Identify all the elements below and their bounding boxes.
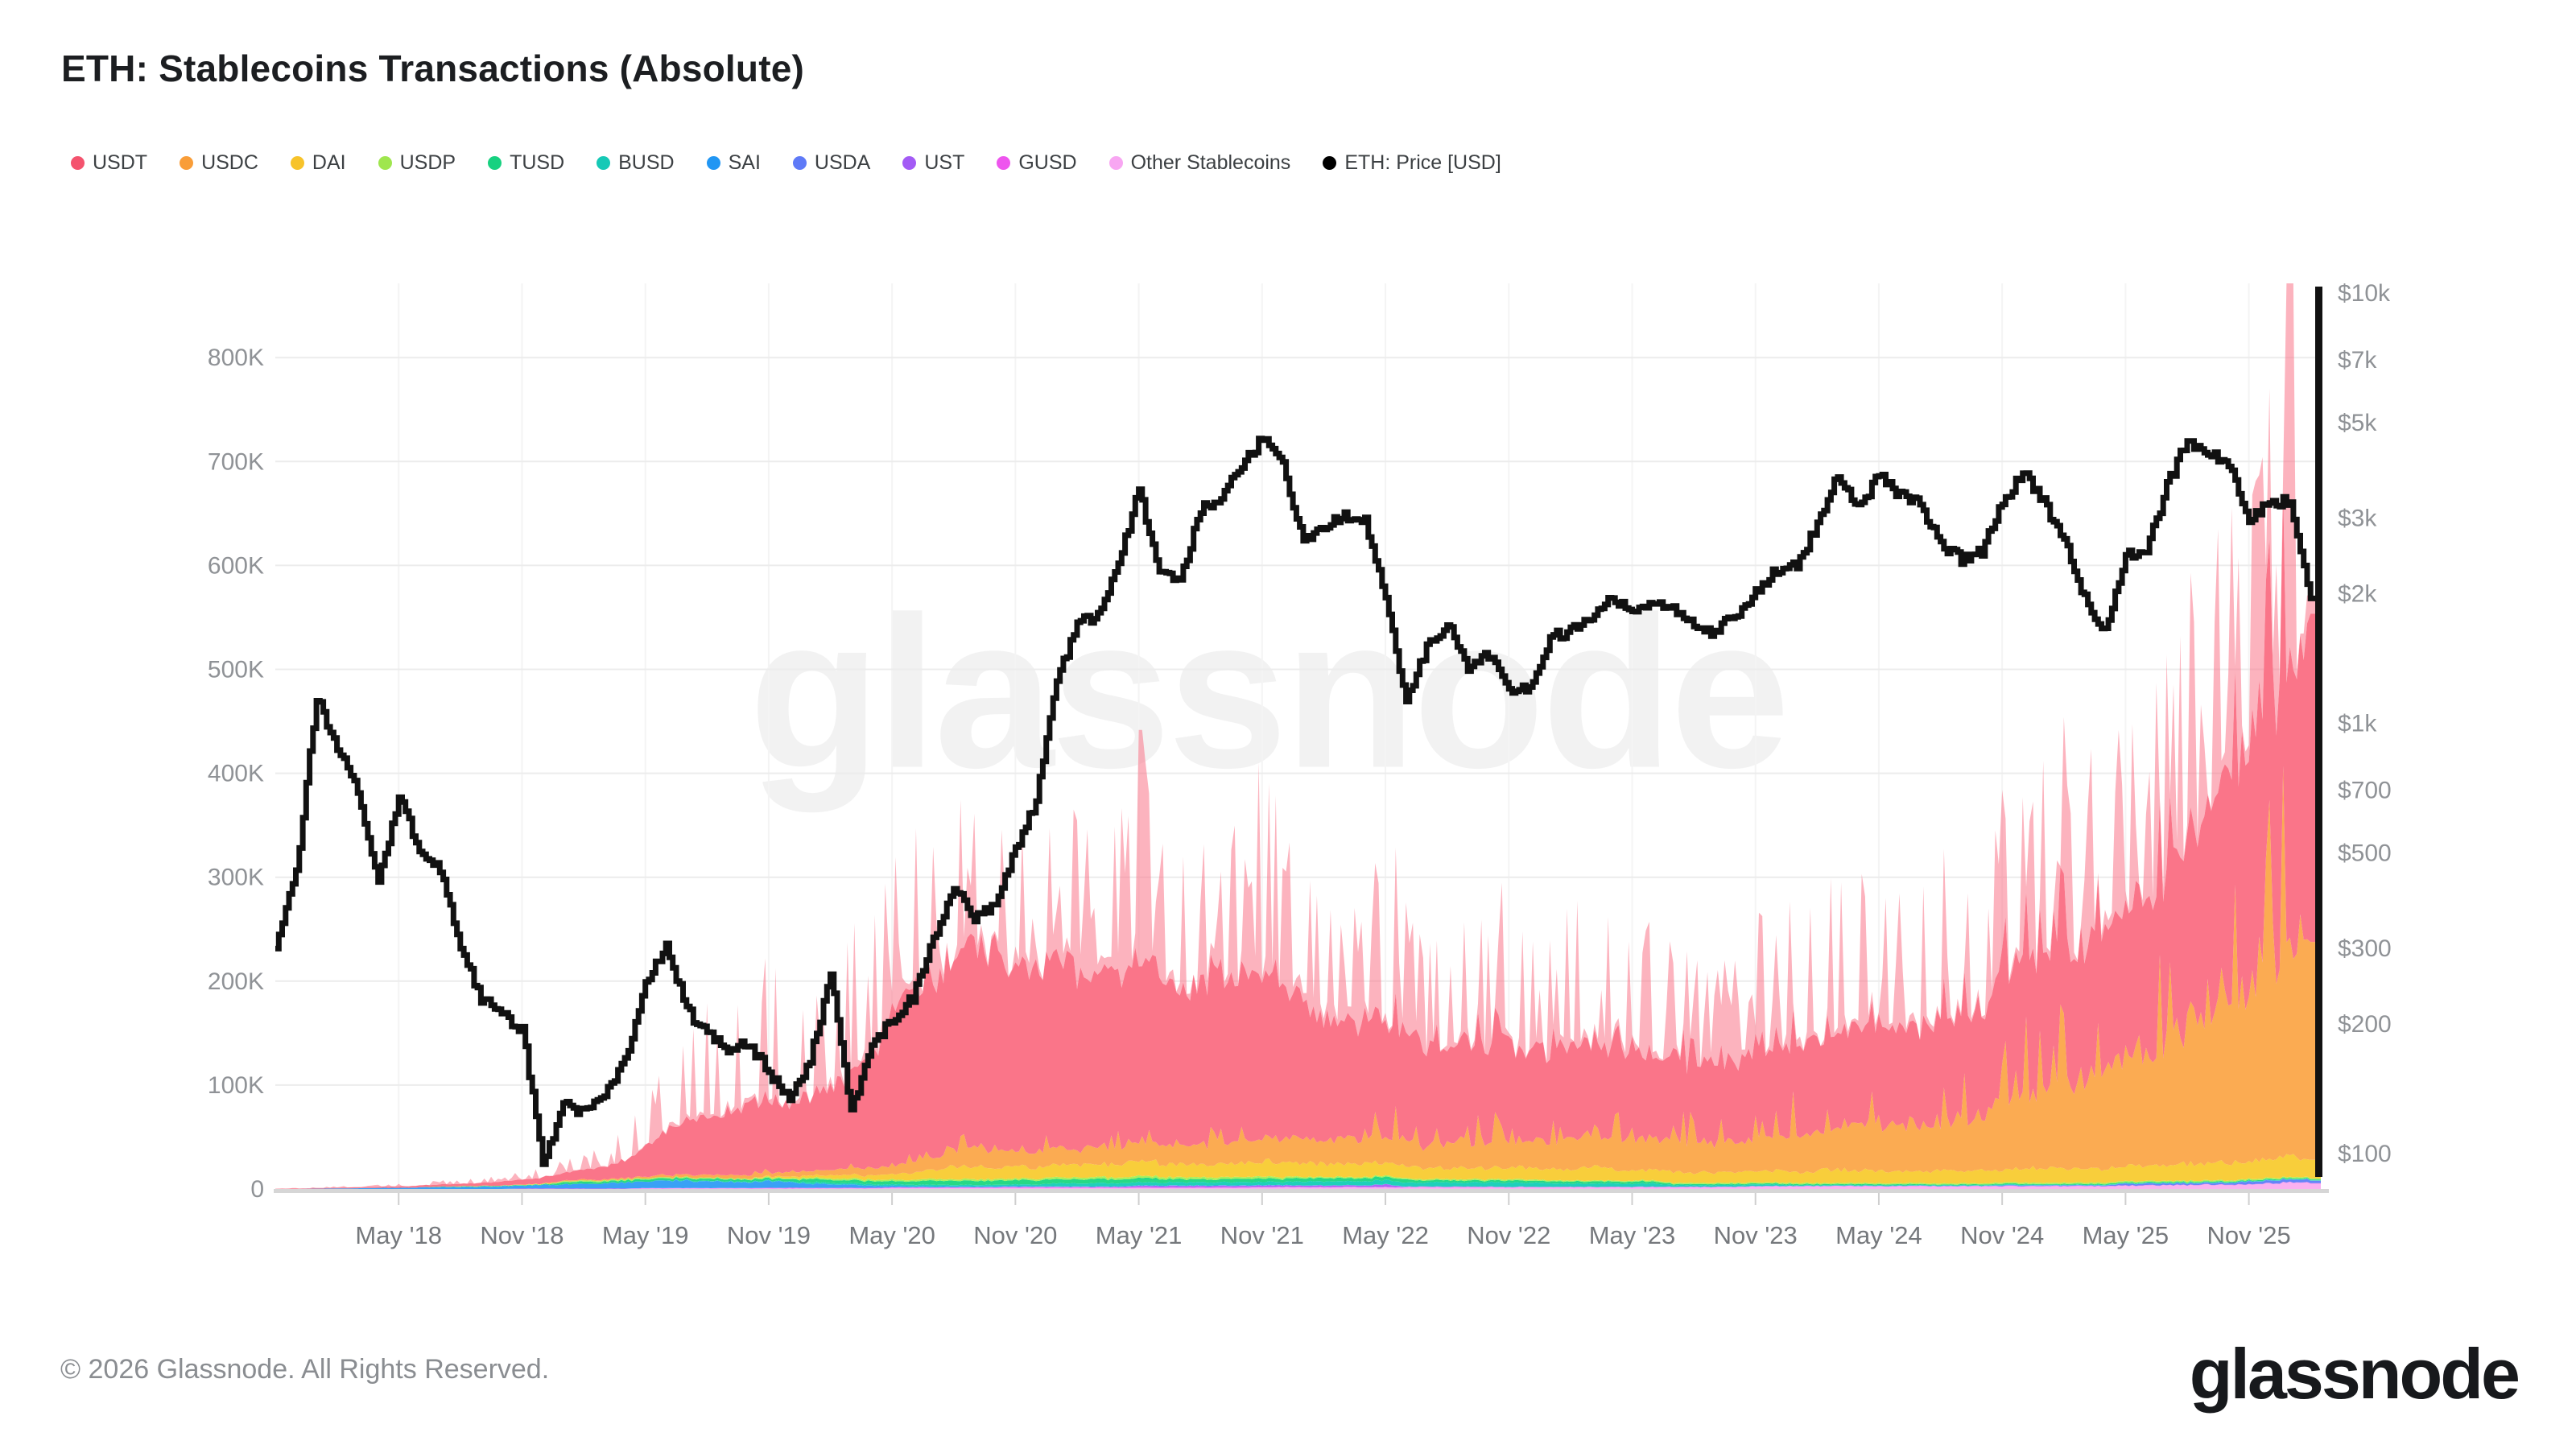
x-tick: May '19	[602, 1221, 689, 1249]
y-left-tick: 400K	[208, 761, 264, 787]
legend-item-usdc[interactable]: USDC	[180, 151, 258, 175]
x-tick: Nov '22	[1467, 1221, 1550, 1249]
legend-label: SAI	[728, 151, 761, 174]
area-usdp	[275, 1174, 2321, 1189]
area-dai	[275, 1154, 2321, 1189]
legend-item-tusd[interactable]: TUSD	[488, 151, 564, 175]
copyright-text: © 2026 Glassnode. All Rights Reserved.	[60, 1354, 550, 1385]
legend-label: USDA	[814, 151, 871, 174]
legend-item-other[interactable]: Other Stablecoins	[1108, 151, 1291, 175]
legend-label: Other Stablecoins	[1130, 151, 1291, 174]
y-right-tick: $7k	[2338, 347, 2377, 374]
legend-dot-other	[1108, 156, 1123, 170]
legend-item-ust[interactable]: UST	[902, 151, 964, 175]
area-tusd	[275, 1176, 2321, 1189]
legend-label: BUSD	[618, 151, 675, 174]
y-right-tick: $100	[2338, 1141, 2392, 1167]
legend: USDT USDC DAI USDP TUSD BUSD SAI USDA UST GUSD Oth…	[71, 151, 1534, 175]
x-tick: May '18	[355, 1221, 442, 1249]
legend-item-usdp[interactable]: USDP	[378, 151, 456, 175]
y-right-tick: $10k	[2338, 280, 2391, 307]
legend-label: ETH: Price [USD]	[1344, 151, 1501, 174]
x-tick: May '20	[848, 1221, 935, 1249]
legend-item-eth[interactable]: ETH: Price [USD]	[1323, 151, 1501, 175]
x-tick: Nov '21	[1220, 1221, 1304, 1249]
legend-dot-ust	[902, 156, 917, 170]
glassnode-logo: glassnode	[2189, 1334, 2520, 1414]
eth-price-line	[275, 436, 2316, 1167]
legend-label: USDC	[201, 151, 258, 174]
y-right-tick: $3k	[2338, 505, 2377, 531]
x-tick: Nov '20	[973, 1221, 1057, 1249]
legend-dot-usdc	[180, 156, 194, 170]
legend-label: USDT	[93, 151, 148, 174]
area-other	[275, 1182, 2321, 1189]
y-left-tick: 800K	[208, 345, 264, 371]
y-left-tick: 200K	[208, 968, 264, 995]
area-sai	[275, 1179, 2321, 1189]
axis-labels: 800K 700K 600K 500K 400K 300K 200K 100K 0 $10k $7k…	[208, 280, 2392, 1249]
legend-item-sai[interactable]: SAI	[706, 151, 761, 175]
x-tick: Nov '19	[727, 1221, 811, 1249]
legend-item-usda[interactable]: USDA	[792, 151, 871, 175]
x-tick: May '24	[1835, 1221, 1922, 1249]
y-right-tick: $500	[2338, 840, 2392, 866]
y-right-tick: $700	[2338, 777, 2392, 803]
legend-dot-dai	[290, 156, 304, 170]
legend-label: TUSD	[510, 151, 565, 174]
legend-dot-usdp	[378, 156, 392, 170]
area-usdc	[275, 766, 2321, 1189]
legend-dot-tusd	[488, 156, 502, 170]
area-usdt-spikes	[275, 283, 2321, 1189]
y-left-tick: 600K	[208, 552, 264, 579]
y-left-tick: 0	[250, 1176, 264, 1203]
x-tick: Nov '23	[1714, 1221, 1798, 1249]
x-tick: Nov '25	[2207, 1221, 2291, 1249]
y-right-tick: $5k	[2338, 410, 2377, 436]
area-usdt	[275, 490, 2321, 1189]
x-tick: Nov '18	[480, 1221, 564, 1249]
y-left-tick: 300K	[208, 865, 264, 891]
y-left-tick: 700K	[208, 448, 264, 475]
x-axis-line	[274, 1189, 2329, 1193]
x-tick: May '25	[2083, 1221, 2169, 1249]
legend-label: DAI	[312, 151, 346, 174]
legend-dot-busd	[597, 156, 611, 170]
glassnode-watermark: glassnode	[749, 571, 1790, 813]
y-right-tick: $2k	[2338, 581, 2377, 608]
y-right-tick: $1k	[2338, 711, 2377, 737]
legend-item-busd[interactable]: BUSD	[597, 151, 675, 175]
y-left-tick: 500K	[208, 657, 264, 683]
legend-dot-gusd	[997, 156, 1011, 170]
legend-label: USDP	[399, 151, 456, 174]
x-tick: May '21	[1096, 1221, 1183, 1249]
legend-item-dai[interactable]: DAI	[290, 151, 346, 175]
legend-dot-usdt	[71, 156, 85, 170]
x-tick: Nov '24	[1960, 1221, 2044, 1249]
y-right-tick: $200	[2338, 1011, 2392, 1038]
area-busd	[275, 1178, 2321, 1189]
right-axis-bar	[2315, 287, 2322, 1177]
y-right-tick: $300	[2338, 935, 2392, 962]
x-tick: May '23	[1589, 1221, 1676, 1249]
legend-item-usdt[interactable]: USDT	[71, 151, 147, 175]
legend-label: GUSD	[1018, 151, 1077, 174]
legend-item-gusd[interactable]: GUSD	[997, 151, 1077, 175]
legend-label: UST	[924, 151, 965, 174]
legend-dot-eth	[1323, 156, 1337, 170]
y-left-tick: 100K	[208, 1072, 264, 1099]
page-title: ETH: Stablecoins Transactions (Absolute)	[61, 47, 805, 89]
x-tick: May '22	[1342, 1221, 1429, 1249]
legend-dot-usda	[792, 156, 807, 170]
legend-dot-sai	[706, 156, 720, 170]
